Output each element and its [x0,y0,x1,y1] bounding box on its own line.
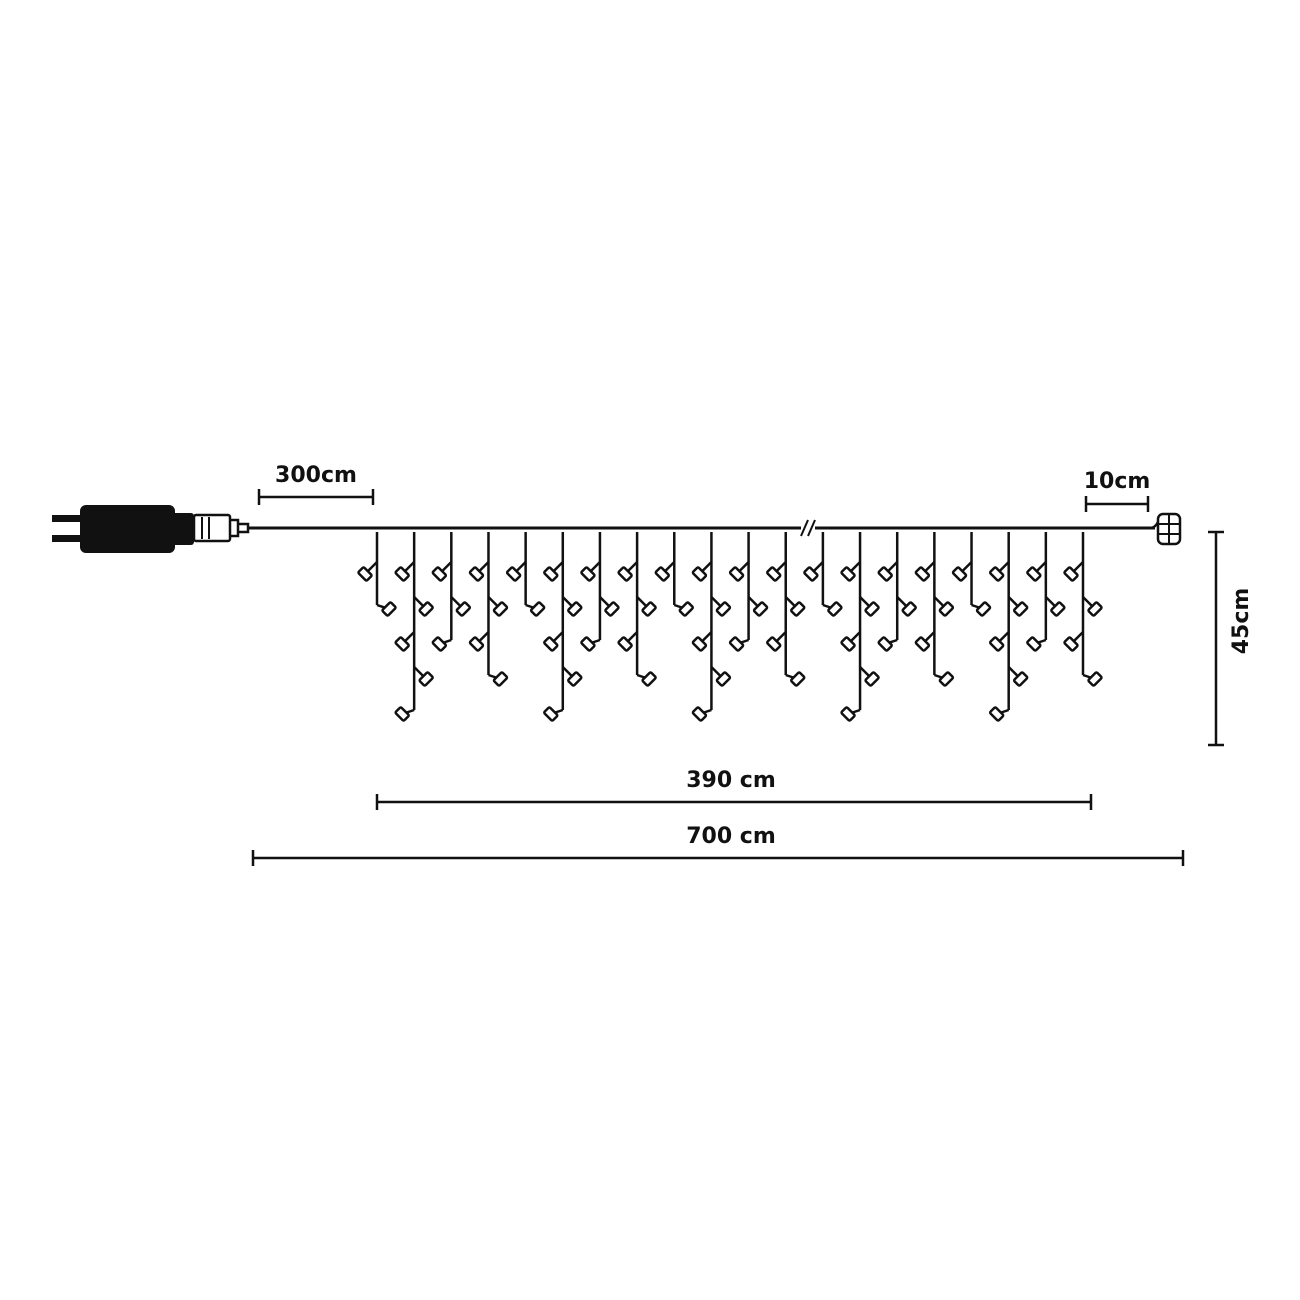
led-bulb-icon [505,561,527,582]
led-bulb-icon [468,631,490,652]
led-bulb-icon [1007,596,1029,617]
led-bulb-icon [822,601,843,617]
plug-icon [52,505,194,553]
led-bulb-icon [710,666,732,687]
led-bulb-icon [673,601,694,617]
led-bulb-icon [766,561,787,582]
led-bulb-icon [617,561,638,582]
led-bulb-icon [840,561,861,582]
led-bulb-icon [357,561,378,582]
led-bulb-icon [1063,631,1084,652]
dimension-drop-height: 45cm [1208,530,1254,747]
led-bulb-icon [914,631,936,652]
led-bulb-icon [710,596,732,617]
led-bulb-icon [859,596,880,617]
led-bulb-icon [1082,596,1103,617]
total-length-label: 700 cm [686,824,776,849]
led-bulb-icon [951,561,973,582]
drop-height-label: 45cm [1229,588,1254,655]
led-bulb-icon [525,601,546,617]
led-bulb-icon [971,601,992,617]
led-bulb-icon [561,666,583,687]
led-bulb-icon [728,561,750,582]
led-bulb-icon [1026,636,1047,652]
led-bulb-icon [394,631,416,652]
led-bulb-icon [728,636,749,652]
adapter-icon [192,513,250,543]
led-bulb-icon [376,601,397,617]
led-bulb-icon [543,561,564,582]
led-bulb-icon [617,631,638,652]
led-bulb-icon [988,706,1010,722]
led-bulb-icon [877,561,899,582]
led-bulb-icon [654,561,676,582]
led-bulb-icon [1026,561,1047,582]
led-bulb-icon [1063,561,1084,582]
cable-break-icon [800,519,816,537]
led-bulb-icon [1007,666,1029,687]
end-connector-icon [1149,512,1182,546]
led-bulb-icon [413,666,434,687]
led-bulb-icon [1082,671,1103,687]
led-bulb-icon [394,561,416,582]
led-bulb-icon [840,706,861,722]
led-bulb-icon [580,561,601,582]
led-bulb-icon [636,671,657,687]
led-bulb-icon [431,561,453,582]
led-bulb-icon [933,671,955,687]
led-bulb-icon [877,636,898,652]
lit-section-label: 390 cm [686,768,776,793]
led-bulb-icon [1044,596,1066,617]
led-bulb-icon [488,671,509,687]
led-bulb-icon [543,706,564,722]
led-bulb-icon [561,596,583,617]
led-bulb-icon [636,596,657,617]
led-bulb-icon [450,596,472,617]
icicle-drops [357,532,1103,722]
led-bulb-icon [543,631,564,652]
led-bulb-icon [599,596,620,617]
end-cable-label: 10cm [1084,469,1151,494]
led-bulb-icon [747,596,769,617]
led-bulb-icon [691,706,712,722]
led-bulb-icon [914,561,936,582]
led-bulb-icon [431,636,452,652]
led-bulb-icon [896,596,917,617]
dimension-total-length: 700 cm [251,824,1185,866]
dimension-lead-cable: 300cm [257,463,375,505]
led-bulb-icon [487,596,509,617]
led-bulb-icon [840,631,861,652]
led-bulb-icon [784,596,806,617]
led-bulb-icon [394,706,415,722]
led-bulb-icon [413,596,434,617]
led-bulb-icon [766,631,787,652]
led-bulb-icon [988,561,1010,582]
lead-cable-label: 300cm [275,463,357,488]
led-bulb-icon [468,561,490,582]
led-bulb-icon [988,631,1010,652]
dimension-lit-section: 390 cm [375,768,1093,810]
led-bulb-icon [859,666,880,687]
led-bulb-icon [691,631,713,652]
led-bulb-icon [691,561,713,582]
led-bulb-icon [580,636,601,652]
led-bulb-icon [803,561,824,582]
dimension-end-cable: 10cm [1084,469,1151,512]
led-bulb-icon [785,671,806,687]
led-bulb-icon [933,596,955,617]
